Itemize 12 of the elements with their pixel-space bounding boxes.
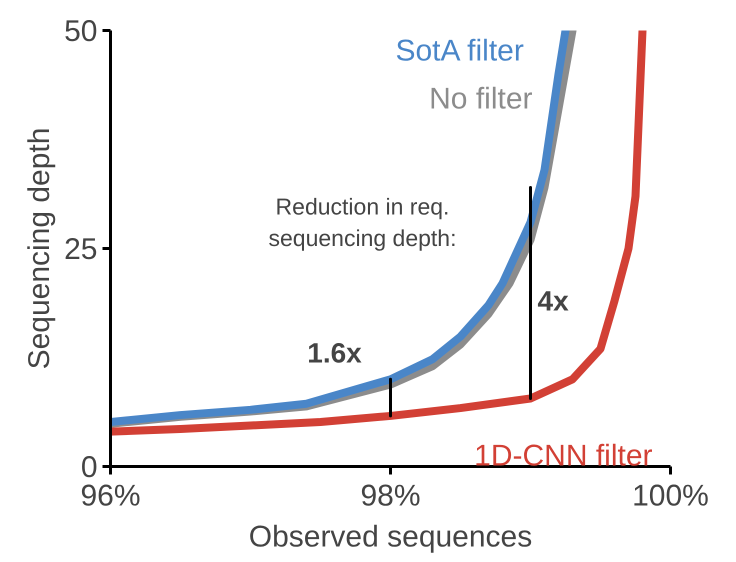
x-axis-title: Observed sequences (248, 520, 532, 554)
series-label: No filter (429, 82, 533, 116)
x-tick-label: 98% (360, 480, 421, 512)
annotation: Reduction in req. sequencing depth: (268, 194, 457, 251)
annotation: 1.6x (307, 338, 362, 369)
series-label: 1D-CNN filter (474, 440, 653, 473)
annotation: 4x (538, 285, 570, 316)
y-tick-label: 25 (64, 233, 98, 266)
series-label: SotA filter (395, 34, 524, 68)
y-axis-title: Sequencing depth (23, 128, 56, 370)
x-tick-label: 100% (632, 480, 709, 512)
y-tick-label: 50 (64, 15, 98, 48)
